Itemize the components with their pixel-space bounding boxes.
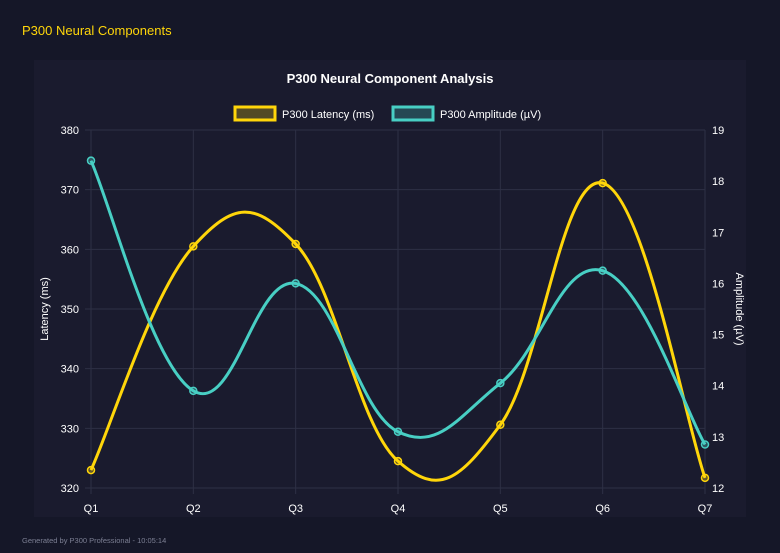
y2-tick-label: 16 <box>712 278 724 290</box>
legend-label: P300 Latency (ms) <box>282 109 374 121</box>
y-tick-label: 350 <box>61 304 79 316</box>
y-tick-label: 360 <box>61 244 79 256</box>
data-point <box>598 178 607 188</box>
x-tick-label: Q1 <box>84 503 99 515</box>
x-tick-label: Q6 <box>595 503 610 515</box>
data-point <box>86 465 96 475</box>
data-point <box>393 456 403 466</box>
y2-tick-label: 19 <box>712 125 724 137</box>
y-tick-label: 370 <box>61 185 79 197</box>
y2-tick-label: 13 <box>712 432 724 444</box>
series-line <box>89 181 707 482</box>
data-point <box>598 266 607 275</box>
y-tick-label: 380 <box>61 125 79 137</box>
legend-swatch <box>391 105 435 122</box>
y2-tick-label: 17 <box>712 227 724 239</box>
y2-tick-label: 14 <box>712 381 724 393</box>
data-point <box>700 440 710 449</box>
data-point <box>393 427 403 436</box>
x-tick-label: Q4 <box>391 503 406 515</box>
y-tick-label: 340 <box>61 364 79 376</box>
data-point <box>86 156 96 165</box>
y2-tick-label: 18 <box>712 176 724 188</box>
data-point <box>189 386 198 396</box>
data-point <box>291 239 300 249</box>
y-axis-label: Latency (ms) <box>39 277 51 341</box>
x-tick-label: Q7 <box>698 503 713 515</box>
x-tick-label: Q2 <box>186 503 201 515</box>
data-point <box>496 378 505 388</box>
footer-text: Generated by P300 Professional - 10:05:1… <box>22 536 167 545</box>
y2-tick-label: 15 <box>712 330 724 342</box>
data-point <box>189 242 198 251</box>
y-tick-label: 330 <box>61 423 79 435</box>
data-point <box>700 473 710 483</box>
series-line <box>89 160 707 446</box>
page-title: P300 Neural Components <box>22 23 172 38</box>
legend-swatch <box>233 105 277 122</box>
legend-label: P300 Amplitude (µV) <box>440 109 541 121</box>
legend: P300 Latency (ms) P300 Amplitude (µV) <box>233 105 541 122</box>
y-tick-label: 320 <box>61 483 79 495</box>
x-tick-label: Q3 <box>288 503 303 515</box>
y2-axis-label: Amplitude (µV) <box>733 273 745 346</box>
y2-tick-label: 12 <box>712 483 724 495</box>
chart-title: P300 Neural Component Analysis <box>287 71 494 86</box>
data-point <box>291 279 300 288</box>
data-point <box>496 420 505 430</box>
x-tick-label: Q5 <box>493 503 508 515</box>
